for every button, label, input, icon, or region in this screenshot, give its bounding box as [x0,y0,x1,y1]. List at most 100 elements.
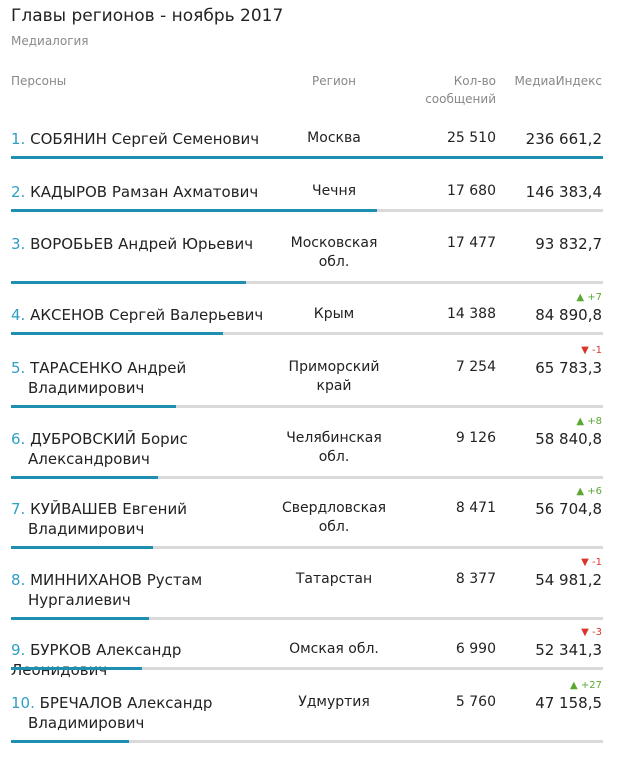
person-name: 1. СОБЯНИН Сергей Семенович [11,129,279,149]
rank-number: 6. [11,430,26,448]
index-bar-track [11,617,603,620]
person-name: 9. БУРКОВ Александр Леонидович [11,640,279,680]
rank-number: 5. [11,359,26,377]
index-bar-track [11,281,603,284]
message-count: 5 760 [455,694,496,710]
person-name-line1: КУЙВАШЕВ Евгений [30,500,187,518]
index-bar-track [11,332,603,335]
rank-number: 9. [11,641,26,659]
media-index: 56 704,8 [535,500,602,518]
person-name-line2: Владимирович [28,714,145,732]
page-subtitle: Медиалогия [11,34,89,48]
person-name: 8. МИННИХАНОВ Рустам Нургалиевич [11,570,279,610]
media-index: 236 661,2 [525,130,602,148]
rank-change-badge: ▲ +6 [576,486,602,497]
region-line1: Приморский [288,359,380,375]
region-line1: Свердловская [281,500,387,516]
index-bar-fill [11,156,603,159]
rank-number: 7. [11,500,26,518]
index-bar-track [11,740,603,743]
index-bar-track [11,156,603,159]
rank-number: 3. [11,235,26,253]
media-index: 93 832,7 [535,235,602,253]
index-bar-fill [11,332,223,335]
rank-number: 10. [11,694,35,712]
message-count: 9 126 [455,430,496,446]
region-cell: Челябинская обл. [274,429,394,467]
region-cell: Московская обл. [274,234,394,272]
person-name-line2: Нургалиевич [28,591,131,609]
region-line1: Москва [307,130,361,146]
region-cell: Чечня [274,182,394,201]
rank-number: 4. [11,306,26,324]
index-bar-fill [11,281,246,284]
region-line2: обл. [318,449,350,465]
index-bar-track [11,209,603,212]
region-cell: Крым [274,305,394,324]
region-line2: обл. [318,254,350,270]
person-name: 4. АКСЕНОВ Сергей Валерьевич [11,305,279,325]
person-name-line1: ВОРОБЬЕВ Андрей Юрьевич [30,235,254,253]
message-count: 8 471 [455,500,496,516]
message-count: 14 388 [447,306,496,322]
column-header-region: Регион [312,74,356,88]
rank-change-badge: ▼ -1 [581,345,602,356]
region-line1: Московская [290,235,378,251]
column-header-count-line1: Кол-во [453,74,496,88]
region-cell: Удмуртия [274,693,394,712]
rank-change-badge: ▼ -3 [581,627,602,638]
index-bar-fill [11,209,377,212]
region-cell: Свердловская обл. [274,499,394,537]
page-title: Главы регионов - ноябрь 2017 [11,6,284,26]
person-name-line2: Владимирович [28,520,145,538]
person-name-line1: БРЕЧАЛОВ Александр [39,694,213,712]
index-bar-fill [11,667,142,670]
region-line1: Омская обл. [289,641,379,657]
person-name: 7. КУЙВАШЕВ Евгений Владимирович [11,499,279,539]
person-name: 10. БРЕЧАЛОВ Александр Владимирович [11,693,279,733]
region-line1: Татарстан [295,571,373,587]
rank-change-badge: ▼ -1 [581,557,602,568]
region-line1: Чечня [311,183,357,199]
region-cell: Приморский край [274,358,394,396]
person-name: 2. КАДЫРОВ Рамзан Ахматович [11,182,279,202]
message-count: 8 377 [455,571,496,587]
media-index: 52 341,3 [535,641,602,659]
person-name: 3. ВОРОБЬЕВ Андрей Юрьевич [11,234,279,254]
column-header-person: Персоны [11,74,67,88]
person-name-line2: Владимирович [28,379,145,397]
region-line1: Челябинская [286,430,382,446]
message-count: 17 477 [447,235,496,251]
region-cell: Татарстан [274,570,394,589]
rank-number: 2. [11,183,26,201]
person-name-line1: МИННИХАНОВ Рустам [30,571,203,589]
column-header-index: МедиаИндекс [514,74,602,88]
person-name-line1: БУРКОВ Александр Леонидович [11,641,182,679]
column-header-count: Кол-во сообщений [396,72,496,108]
index-bar-track [11,405,603,408]
person-name-line1: ТАРАСЕНКО Андрей [30,359,187,377]
message-count: 6 990 [455,641,496,657]
media-index: 58 840,8 [535,430,602,448]
person-name-line1: КАДЫРОВ Рамзан Ахматович [30,183,259,201]
person-name-line2: Александрович [28,450,150,468]
media-index: 65 783,3 [535,359,602,377]
person-name-line1: АКСЕНОВ Сергей Валерьевич [30,306,264,324]
index-bar-track [11,476,603,479]
rank-number: 1. [11,130,26,148]
region-line2: край [316,378,352,394]
rank-change-badge: ▲ +8 [576,416,602,427]
rank-change-badge: ▲ +7 [576,292,602,303]
rank-change-badge: ▲ +27 [570,680,602,691]
index-bar-fill [11,546,153,549]
media-index: 54 981,2 [535,571,602,589]
message-count: 17 680 [447,183,496,199]
region-cell: Москва [274,129,394,148]
region-cell: Омская обл. [274,640,394,659]
region-line1: Крым [313,306,355,322]
person-name: 5. ТАРАСЕНКО Андрей Владимирович [11,358,279,398]
person-name-line1: СОБЯНИН Сергей Семенович [30,130,260,148]
index-bar-track [11,546,603,549]
region-line2: обл. [318,519,350,535]
